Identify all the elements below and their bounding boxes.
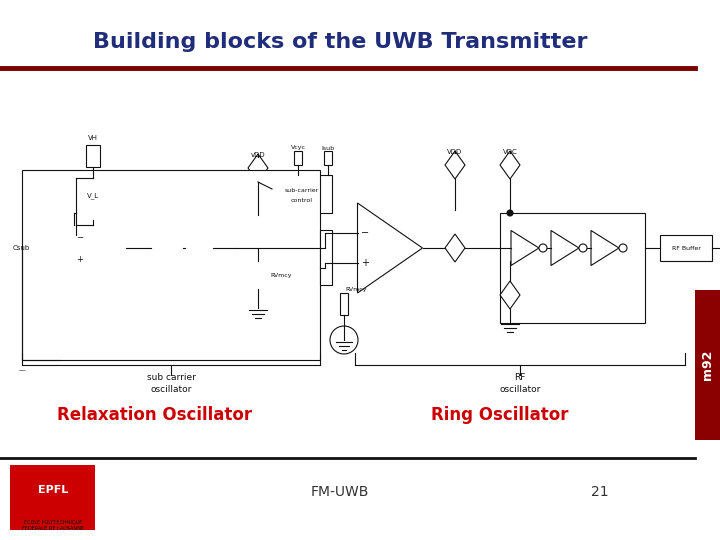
Text: +: +	[361, 258, 369, 268]
Bar	[10, 465, 95, 530]
Circle shape	[507, 210, 513, 216]
Bar	[86, 202, 100, 220]
Circle shape	[579, 244, 587, 252]
Circle shape	[539, 244, 547, 252]
Text: m92: m92	[701, 350, 714, 380]
Text: RF: RF	[514, 374, 526, 382]
Polygon shape	[591, 231, 619, 266]
Circle shape	[619, 244, 627, 252]
Text: ÉCOLE POLYTECHNIQUE
FÉDÉRALE DE LAUSANNE: ÉCOLE POLYTECHNIQUE FÉDÉRALE DE LAUSANNE	[22, 519, 84, 531]
Bar	[22, 170, 320, 360]
Text: +: +	[76, 255, 84, 265]
Text: control: control	[291, 198, 313, 202]
Circle shape	[175, 244, 183, 252]
Bar	[500, 213, 645, 323]
Polygon shape	[511, 231, 539, 266]
Text: Building blocks of the UWB Transmitter: Building blocks of the UWB Transmitter	[93, 32, 588, 52]
Bar	[294, 151, 302, 165]
Text: RVmcy: RVmcy	[270, 273, 292, 279]
Bar	[272, 175, 332, 213]
Text: Isub: Isub	[321, 145, 335, 151]
Text: oscillator: oscillator	[150, 386, 192, 395]
Text: V_L: V_L	[87, 193, 99, 199]
Text: Vcyc: Vcyc	[290, 145, 305, 151]
Text: RF Buffer: RF Buffer	[672, 246, 701, 251]
Text: −: −	[76, 233, 84, 242]
Polygon shape	[248, 261, 268, 289]
Bar	[695, 290, 720, 440]
Polygon shape	[500, 151, 520, 179]
Text: VDD: VDD	[447, 149, 463, 155]
Text: Ring Oscillator: Ring Oscillator	[431, 406, 569, 424]
Text: 21: 21	[591, 485, 609, 499]
Circle shape	[209, 244, 217, 252]
Text: EPFL: EPFL	[38, 485, 68, 495]
Polygon shape	[74, 213, 126, 283]
Bar	[33, 238, 45, 258]
Text: vDD: vDD	[251, 152, 265, 158]
Circle shape	[452, 245, 458, 251]
Polygon shape	[445, 234, 465, 262]
Text: sub-carrier: sub-carrier	[285, 187, 319, 192]
Text: Csub: Csub	[13, 245, 30, 251]
Polygon shape	[151, 233, 175, 263]
Polygon shape	[248, 154, 268, 182]
Text: —: —	[19, 367, 25, 373]
Bar	[324, 151, 332, 165]
Text: oscillator: oscillator	[499, 386, 541, 395]
Text: −: −	[361, 228, 369, 238]
Polygon shape	[551, 231, 579, 266]
Bar	[340, 293, 348, 315]
Polygon shape	[445, 151, 465, 179]
Text: VH: VH	[88, 135, 98, 141]
Text: sub carrier: sub carrier	[147, 374, 195, 382]
Polygon shape	[358, 203, 423, 293]
Bar	[262, 267, 270, 285]
Bar	[320, 230, 332, 285]
Text: Relaxation Oscillator: Relaxation Oscillator	[58, 406, 253, 424]
Bar	[660, 235, 712, 261]
Text: FM-UWB: FM-UWB	[311, 485, 369, 499]
Circle shape	[330, 326, 358, 354]
Bar	[86, 145, 100, 167]
Polygon shape	[185, 233, 209, 263]
Text: VDC: VDC	[503, 149, 518, 155]
Text: RVmcy: RVmcy	[345, 287, 366, 293]
Polygon shape	[500, 281, 520, 309]
